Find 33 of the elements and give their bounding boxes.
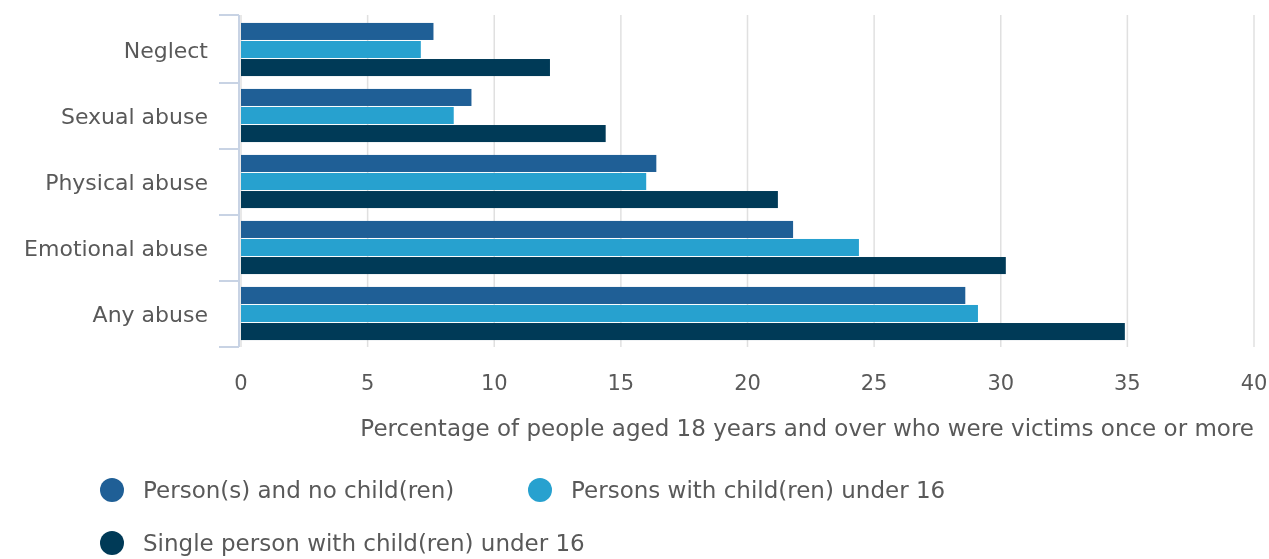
legend-label: Persons with child(ren) under 16 (571, 477, 946, 503)
bar (241, 106, 454, 125)
x-tick-label: 10 (480, 371, 508, 395)
bar (241, 191, 778, 209)
x-tick-label: 30 (987, 371, 1015, 395)
y-tick-label: Sexual abuse (60, 103, 208, 129)
x-axis-title: Percentage of people aged 18 years and over who were victims once or more (360, 415, 1254, 441)
bar (241, 238, 859, 257)
y-tick-label: Physical abuse (45, 169, 208, 195)
x-tick-label: 35 (1114, 371, 1141, 395)
x-tick-label: 15 (607, 371, 635, 395)
y-tick-label: Any abuse (92, 301, 208, 327)
bar (241, 172, 647, 191)
bar (241, 154, 657, 172)
x-tick-label: 5 (360, 371, 375, 395)
legend-label: Person(s) and no child(ren) (143, 477, 455, 503)
bar (241, 59, 550, 77)
y-tick-label: Emotional abuse (24, 235, 208, 261)
x-tick-label: 25 (860, 371, 888, 395)
bar (241, 22, 434, 40)
bar (241, 257, 1006, 275)
bar (241, 125, 606, 143)
bar (241, 323, 1125, 341)
bar (241, 88, 472, 106)
x-tick-label: 20 (734, 371, 761, 395)
legend-label: Single person with child(ren) under 16 (143, 530, 585, 556)
bar (241, 286, 966, 304)
y-tick-label: Neglect (123, 37, 209, 63)
x-tick-label: 0 (234, 371, 248, 395)
bar (241, 40, 421, 59)
x-tick-label: 40 (1240, 371, 1268, 395)
bar (241, 304, 978, 323)
bar (241, 220, 794, 238)
